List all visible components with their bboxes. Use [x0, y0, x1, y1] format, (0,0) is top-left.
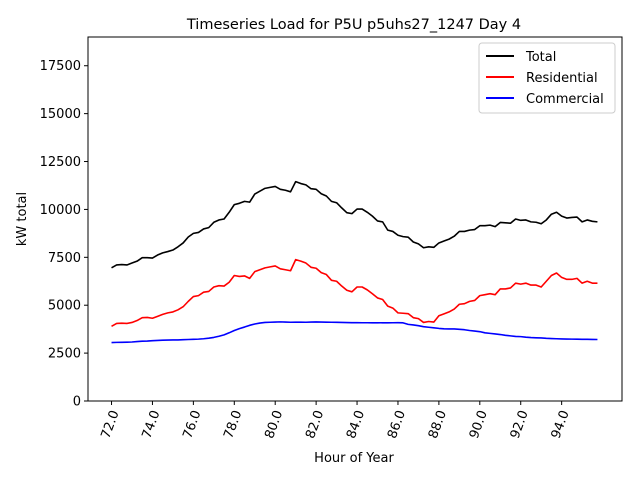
series-line-total: [111, 180, 598, 269]
y-tick-label: 2500: [48, 347, 81, 362]
y-axis-label: kW total: [15, 192, 30, 246]
x-axis-label: Hour of Year: [314, 451, 394, 466]
legend-label-residential: Residential: [526, 71, 598, 86]
legend: Total Residential Commercial: [478, 42, 616, 114]
legend-box: [478, 42, 616, 114]
series-layer: [111, 180, 598, 344]
y-tick-label: 7500: [48, 251, 81, 266]
y-tick-label: 5000: [48, 299, 81, 314]
y-axis: 0 2500 5000 7500 10000 12500 15000 17500: [40, 59, 88, 410]
y-tick-label: 10000: [40, 203, 81, 218]
legend-label-commercial: Commercial: [526, 92, 604, 107]
chart-title: Timeseries Load for P5U p5uhs27_1247 Day…: [186, 17, 521, 33]
plot-area-frame: [87, 36, 623, 402]
y-tick-label: 12500: [40, 155, 81, 170]
series-line-residential: [111, 258, 598, 327]
y-tick-label: 15000: [40, 107, 81, 122]
y-tick-label: 0: [73, 395, 81, 410]
series-line-commercial: [111, 321, 598, 344]
legend-label-total: Total: [525, 50, 556, 65]
y-tick-label: 17500: [40, 59, 81, 74]
